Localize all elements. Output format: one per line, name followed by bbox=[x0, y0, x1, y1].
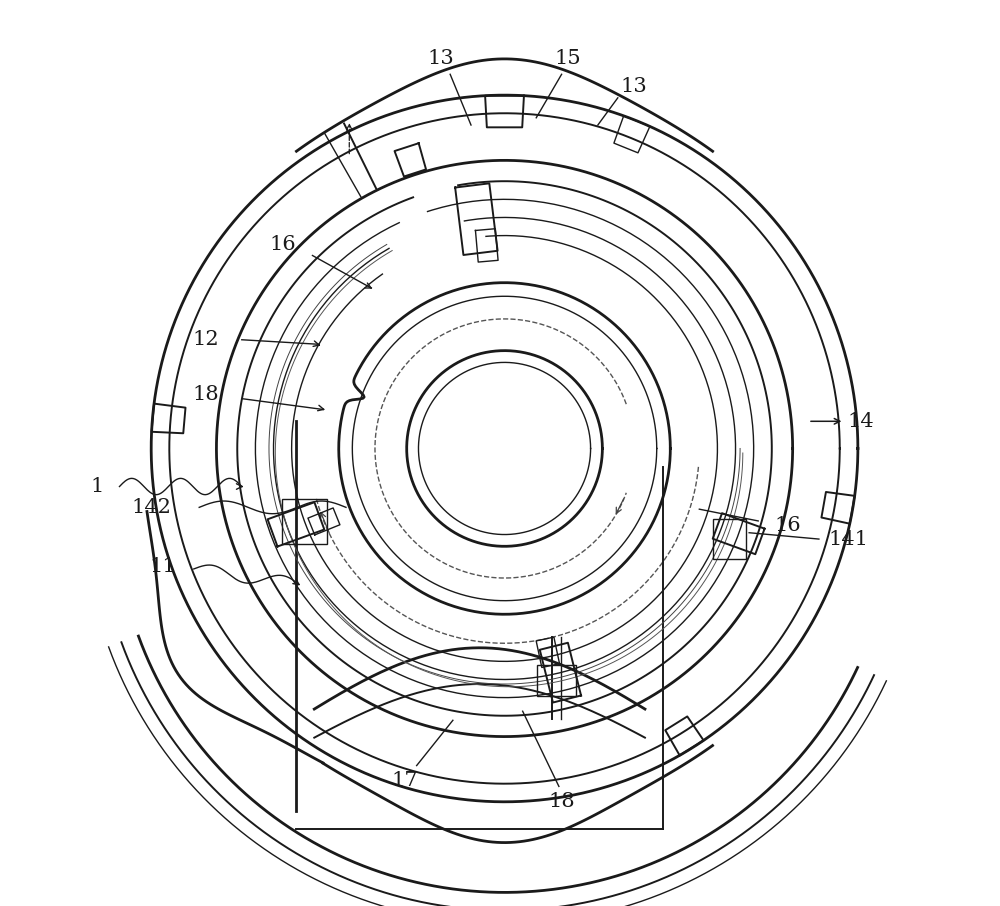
Text: 14: 14 bbox=[847, 412, 874, 430]
Text: 15: 15 bbox=[555, 50, 581, 68]
Text: 16: 16 bbox=[775, 516, 801, 535]
Text: 18: 18 bbox=[192, 385, 219, 403]
Text: 12: 12 bbox=[192, 331, 219, 349]
Text: 1: 1 bbox=[90, 477, 104, 496]
Text: 141: 141 bbox=[829, 530, 869, 548]
Text: 13: 13 bbox=[621, 77, 647, 95]
Text: 18: 18 bbox=[548, 793, 575, 811]
Text: 142: 142 bbox=[131, 498, 171, 516]
Text: 11: 11 bbox=[150, 557, 176, 575]
Text: 16: 16 bbox=[269, 236, 296, 254]
Text: 13: 13 bbox=[428, 50, 454, 68]
Text: 17: 17 bbox=[392, 772, 418, 790]
